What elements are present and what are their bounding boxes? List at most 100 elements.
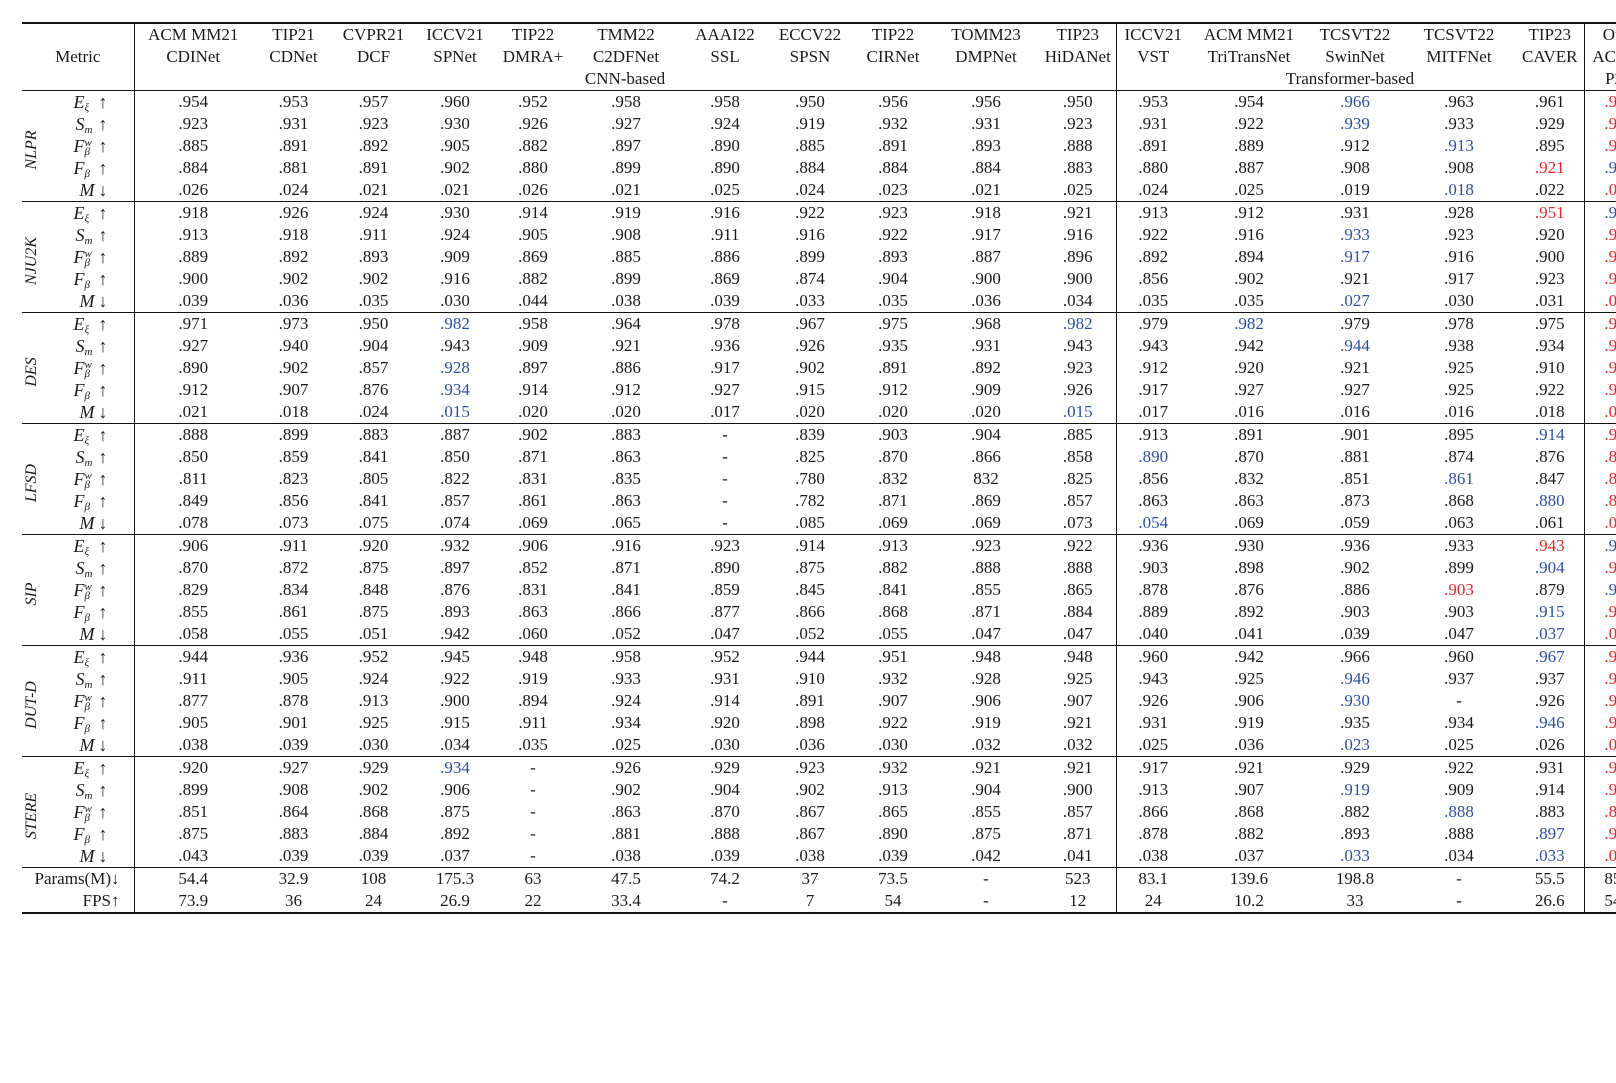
score-cell: .065 — [611, 513, 641, 532]
score-cell: .900 — [1534, 247, 1565, 266]
score-cell: .856 — [1115, 468, 1190, 490]
score-cell: .937 — [1534, 669, 1565, 688]
metric-subscript: β — [84, 722, 90, 735]
score-cell: .025 — [1062, 180, 1093, 199]
score-cell: .869 — [710, 269, 740, 288]
score-cell: .982 — [1062, 314, 1093, 333]
score-cell: .909 — [971, 380, 1001, 399]
score-cell: .913 — [358, 691, 389, 710]
score-cell: .908 — [1340, 158, 1370, 177]
score-cell: .925 — [358, 713, 389, 732]
score-cell: .018 — [1534, 402, 1565, 421]
score-cell: .882 — [1234, 824, 1264, 843]
metric-direction-arrow: ↓ — [98, 735, 108, 755]
score-cell: .021 — [611, 180, 641, 199]
efficiency-value: 33 — [1346, 891, 1364, 910]
score-cell: .897 — [1534, 824, 1565, 843]
score-cell: .035 — [1234, 291, 1264, 310]
metric-subscript: ξ — [84, 767, 90, 780]
score-cell: .902 — [278, 269, 309, 288]
venue-label: TCSVT22 — [1319, 25, 1391, 44]
score-cell: .910 — [795, 669, 825, 688]
metric-subscript: m — [84, 234, 93, 247]
score-cell: .911 — [278, 536, 309, 555]
metric-direction-arrow: ↑ — [98, 225, 108, 245]
metric-symbol: F — [73, 691, 85, 711]
score-cell: .871 — [971, 602, 1001, 621]
metric-subscript: m — [84, 789, 93, 802]
score-cell: - — [1456, 691, 1462, 710]
metric-subscript: β — [84, 145, 90, 158]
score-cell: .894 — [1583, 490, 1616, 512]
score-cell: .903 — [1444, 580, 1474, 599]
score-cell: .941 — [1583, 534, 1616, 557]
score-cell: .825 — [795, 447, 825, 466]
metric-subsup: m — [85, 339, 95, 357]
metric-subsup: β — [85, 494, 95, 512]
score-cell: .921 — [1340, 269, 1370, 288]
score-cell: .882 — [518, 136, 548, 155]
score-cell: .850 — [440, 447, 470, 466]
score-cell: .942 — [1234, 647, 1264, 666]
score-cell: .039 — [278, 846, 309, 865]
efficiency-value: 24 — [365, 891, 382, 910]
score-cell: .893 — [971, 136, 1001, 155]
score-cell: .899 — [795, 247, 825, 266]
metric-symbol: E — [73, 647, 85, 667]
score-cell: .952 — [358, 647, 389, 666]
score-cell: .852 — [518, 558, 548, 577]
efficiency-label: FPS↑ — [82, 891, 120, 910]
score-cell: .915 — [795, 380, 825, 399]
score-cell: .029 — [1583, 845, 1616, 868]
metric-cell: M ↓ — [22, 734, 134, 757]
score-cell: .883 — [611, 425, 641, 444]
score-cell: .952 — [710, 647, 740, 666]
score-cell: .966 — [1340, 647, 1370, 666]
score-cell: .015 — [1062, 402, 1093, 421]
score-cell: .873 — [1340, 491, 1370, 510]
efficiency-value: 22 — [524, 891, 542, 910]
score-cell: .923 — [1444, 225, 1474, 244]
score-cell: .893 — [358, 247, 389, 266]
score-cell: .892 — [1115, 246, 1190, 268]
venue-label: TMM22 — [597, 25, 655, 44]
metric-direction-arrow: ↓ — [98, 513, 108, 533]
score-cell: .069 — [518, 513, 548, 532]
venue-label: TIP23 — [1056, 25, 1100, 44]
efficiency-value: 36 — [285, 891, 302, 910]
score-cell: .877 — [710, 602, 740, 621]
score-cell: .938 — [1444, 336, 1474, 355]
metric-subsup: ξ — [85, 761, 95, 779]
metric-row: M ↓ .021.018.024.015.020.020.017.020.020.0… — [22, 401, 1616, 424]
score-cell: .968 — [1583, 645, 1616, 668]
score-cell: .922 — [1115, 224, 1190, 246]
score-cell: .890 — [878, 824, 908, 843]
score-cell: .938 — [1583, 379, 1616, 401]
score-cell: .907 — [1234, 780, 1264, 799]
efficiency-value: 83.1 — [1115, 867, 1190, 890]
score-cell: .884 — [358, 824, 389, 843]
metric-symbol: S — [75, 336, 85, 356]
score-cell: .921 — [611, 336, 641, 355]
method-name: SwinNet — [1325, 47, 1385, 66]
score-cell: .901 — [278, 713, 309, 732]
score-cell: .035 — [878, 291, 908, 310]
score-cell: .975 — [1534, 314, 1565, 333]
score-cell: .920 — [358, 536, 389, 555]
score-cell: .933 — [1583, 357, 1616, 379]
score-cell: .874 — [1444, 447, 1474, 466]
score-cell: .915 — [1583, 423, 1616, 446]
score-cell: .940 — [278, 336, 309, 355]
score-cell: .930 — [440, 114, 470, 133]
score-cell: .892 — [440, 824, 470, 843]
metric-subscript: β — [84, 367, 90, 380]
